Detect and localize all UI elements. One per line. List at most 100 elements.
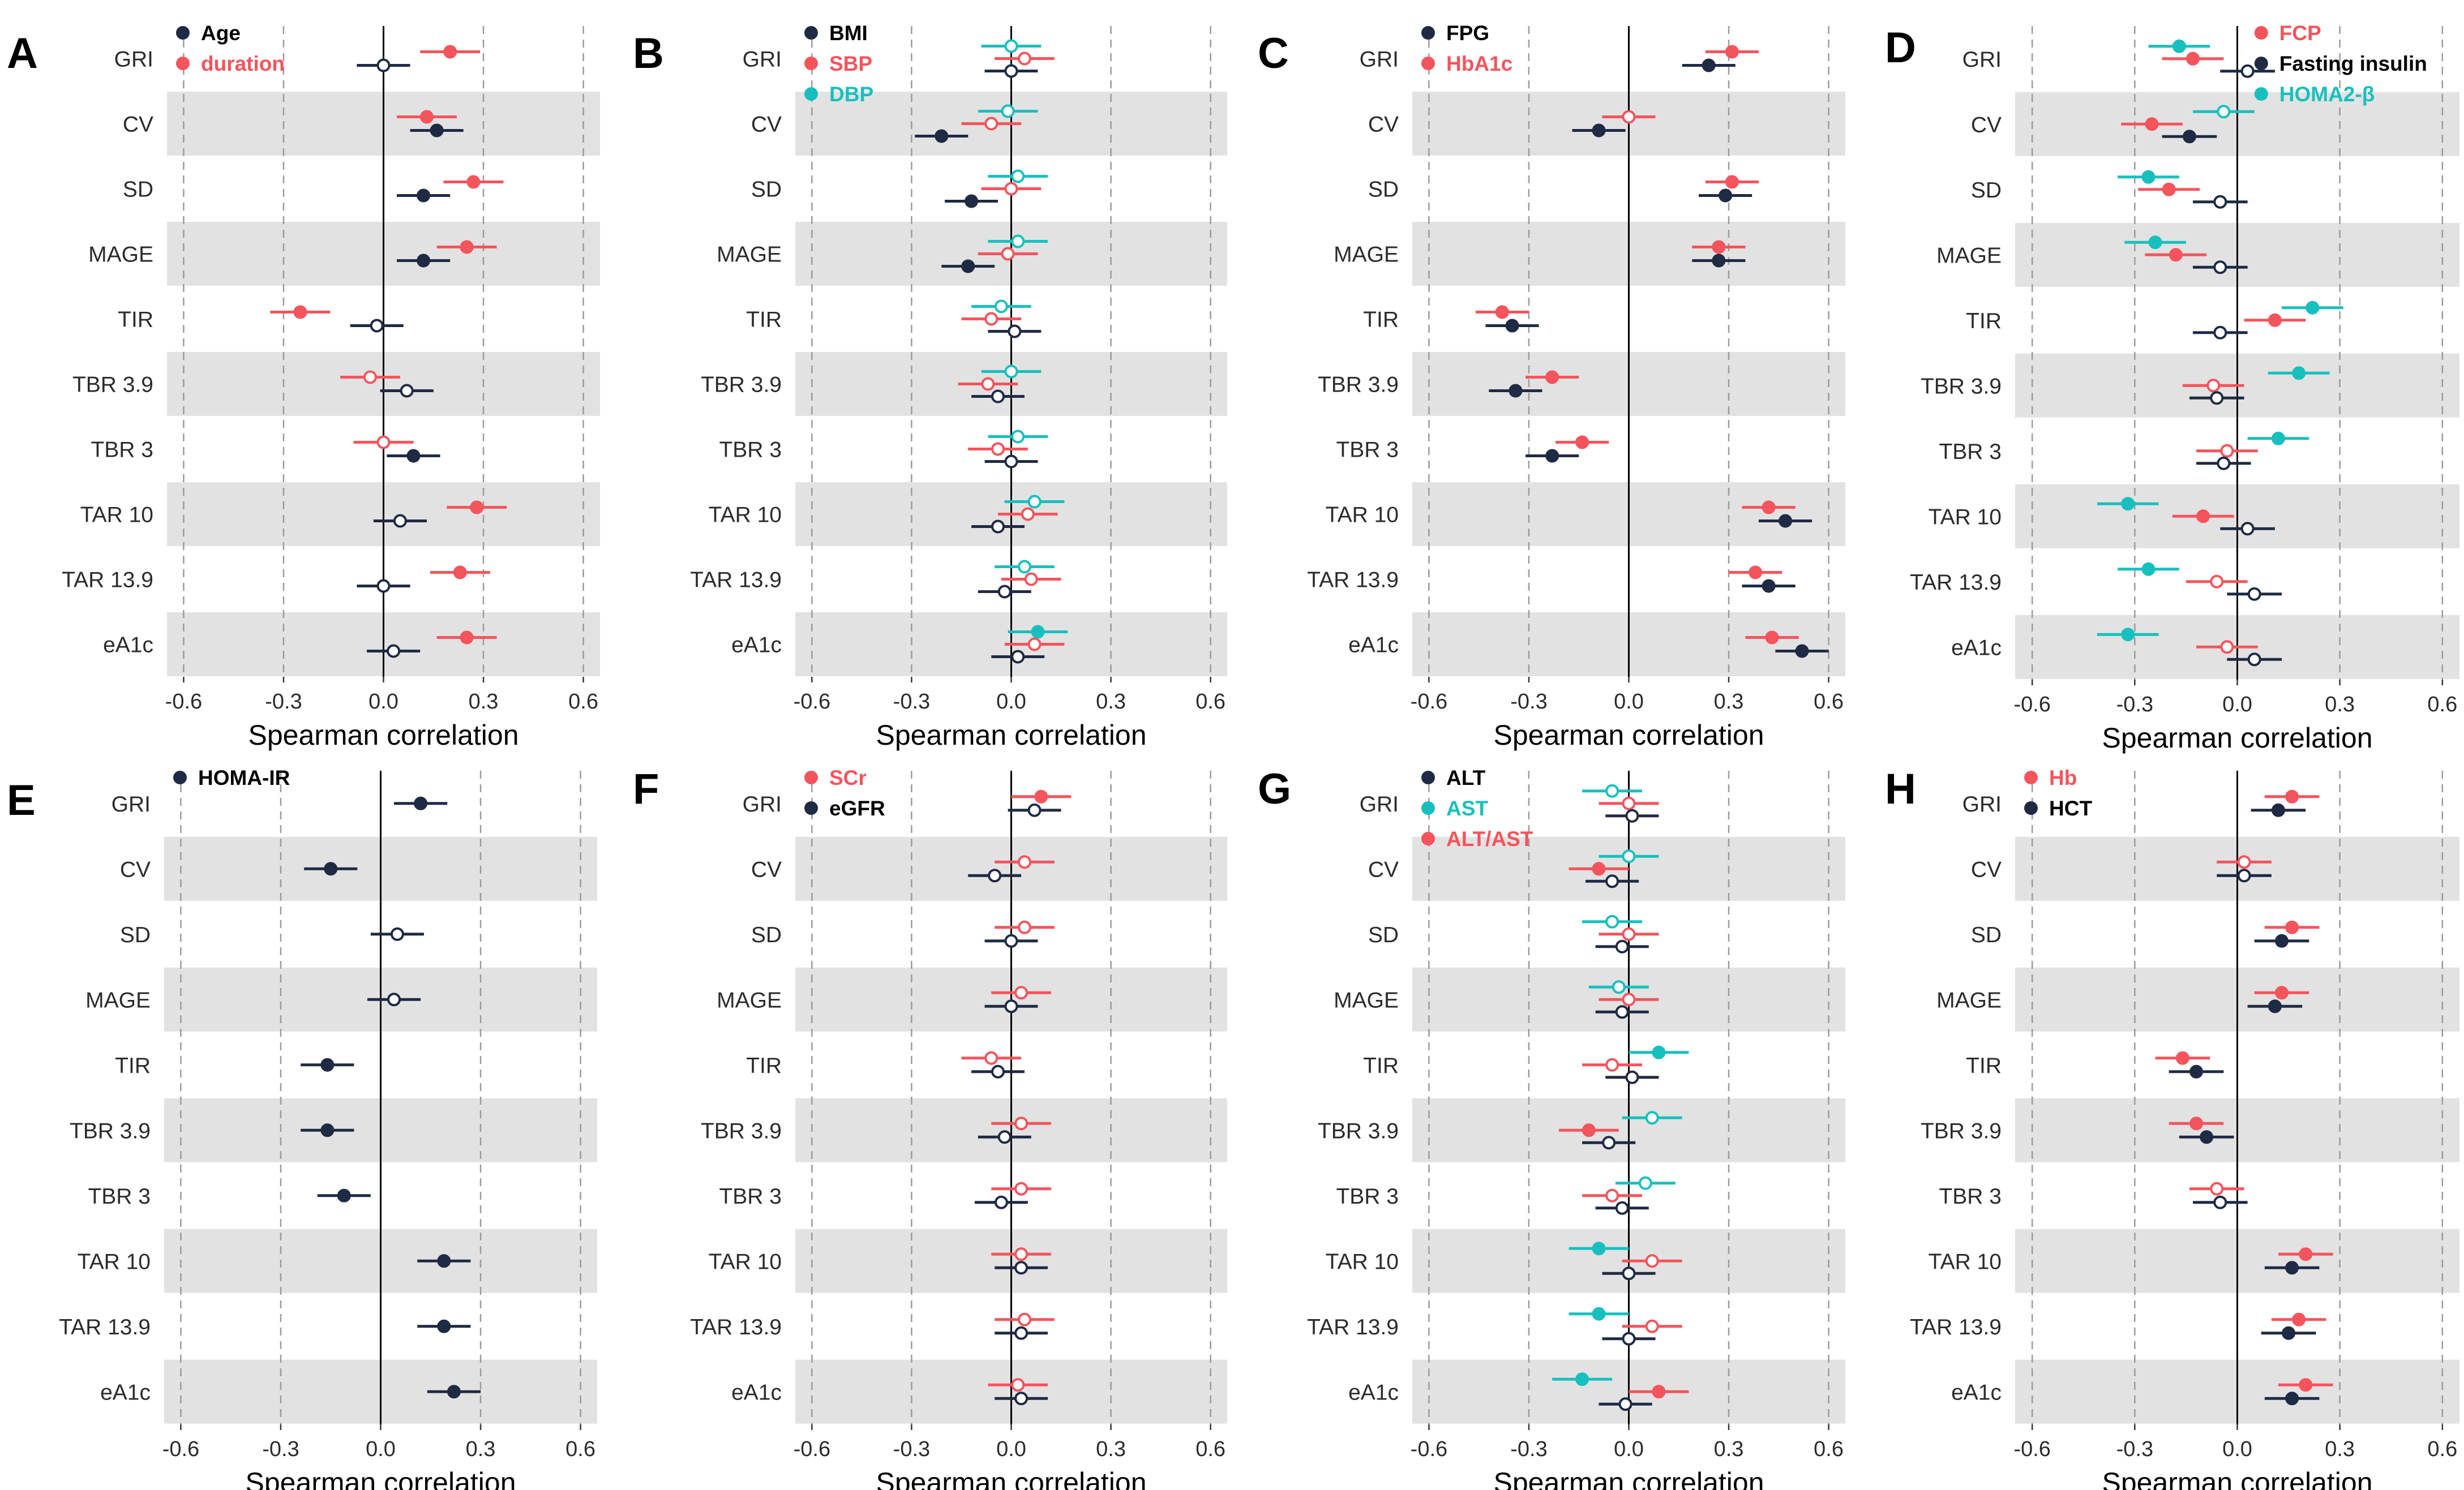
legend-label: DBP [829,83,873,106]
row-label: TAR 10 [709,1249,782,1274]
x-tick-label: -0.3 [2116,693,2153,716]
row-label: CV [1971,857,2002,882]
point-estimate [2162,182,2176,196]
point-estimate [2175,1051,2189,1065]
legend: FPG HbA1c [1421,22,1512,75]
legend: HOMA-IR [173,766,290,789]
x-tick-label: -0.3 [1510,690,1547,714]
row-label: GRI [743,48,782,72]
point-estimate [1615,1005,1629,1019]
legend-swatch [1421,832,1435,845]
row-label: TIR [746,1054,782,1078]
x-tick-label: -0.3 [2116,1437,2153,1461]
row-label: TBR 3.9 [72,373,153,397]
x-tick-label: -0.6 [2013,693,2050,716]
row-label: TIR [746,308,782,332]
row-label: TIR [1966,309,2002,333]
legend-swatch [804,801,818,815]
point-estimate [1592,1307,1606,1321]
point-estimate [1017,1312,1031,1326]
point-estimate [2285,1392,2299,1406]
panel-letter: A [7,29,38,78]
point-estimate [376,435,391,449]
legend-label: Age [201,22,241,45]
legend-label: eGFR [829,797,885,820]
point-estimate [2213,260,2227,274]
point-estimate [420,110,434,124]
point-estimate [1509,384,1523,398]
point-estimate [1011,430,1025,444]
row-label: TBR 3 [719,438,782,462]
point-estimate [981,377,995,391]
x-tick-label: 0.3 [2325,1437,2355,1461]
point-estimate [1004,64,1018,78]
point-estimate [1027,495,1042,509]
x-tick-label: 0.6 [565,1437,595,1461]
point-estimate [1622,1332,1636,1346]
x-tick-label: -0.6 [165,690,202,714]
x-axis-title: Spearman correlation [2102,1467,2372,1490]
panel-d: -0.6 -0.3 0.0 0.3 0.6 Spearman correlation GRI… [1885,22,2459,754]
point-estimate [1622,993,1636,1007]
x-tick-label: -0.3 [893,690,930,714]
x-axis-title: Spearman correlation [2102,722,2372,754]
row-label: eA1c [103,633,153,658]
point-estimate [1011,169,1025,183]
point-estimate [2271,803,2285,817]
x-tick-label: 0.6 [1195,690,1225,714]
x-tick-label: 0.0 [2222,693,2252,716]
point-estimate [1011,234,1025,248]
point-estimate [400,384,414,398]
point-estimate [1505,319,1519,333]
series-ast [1552,784,1689,1386]
point-estimate [1762,500,1776,514]
legend-swatch [2024,771,2038,784]
point-estimate [1004,999,1018,1014]
point-estimate [363,370,377,384]
point-estimate [1615,1201,1629,1215]
row-label: TAR 10 [80,503,153,527]
row-label: eA1c [1348,633,1399,658]
series-fcp [2121,51,2306,654]
x-tick-label: -0.3 [262,1437,299,1461]
point-estimate [1605,914,1619,929]
point-estimate [1725,175,1739,189]
point-estimate [2240,522,2255,536]
series-sbp [958,51,1065,651]
row-label: GRI [1360,792,1399,817]
point-estimate [453,565,467,579]
point-estimate [1014,1182,1029,1196]
point-estimate [2247,652,2261,667]
point-estimate [2189,1064,2204,1079]
panel-g: -0.6 -0.3 0.0 0.3 0.6 Spearman correlation GRI… [1258,765,1845,1490]
point-estimate [387,644,401,658]
x-tick-label: -0.3 [1510,1437,1547,1461]
row-label: SD [1971,178,2002,203]
point-estimate [2121,497,2135,511]
point-estimate [1712,254,1726,268]
point-estimate [984,1051,999,1065]
legend-swatch [176,57,190,70]
row-label: TBR 3.9 [701,373,782,397]
x-tick-label: 0.0 [1614,1437,1644,1461]
row-label: GRI [114,48,153,72]
point-estimate [965,194,979,208]
point-estimate [1004,934,1018,948]
panel-a: -0.6 -0.3 0.0 0.3 0.6 Spearman correlation GRI… [7,22,600,751]
row-label: TBR 3 [91,438,153,462]
legend-swatch [2254,87,2268,101]
point-estimate [1765,630,1779,645]
row-label: GRI [1360,48,1399,72]
row-label: eA1c [731,1380,782,1405]
legend-swatch [804,26,818,40]
point-estimate [2275,934,2289,948]
row-label: TAR 13.9 [62,568,153,592]
panel-letter: C [1258,29,1289,78]
point-estimate [2206,379,2221,393]
point-estimate [2182,130,2196,144]
x-axis-title: Spearman correlation [248,719,518,751]
row-label: TBR 3.9 [1318,373,1399,397]
x-axis-title: Spearman correlation [245,1467,516,1490]
point-estimate [1622,110,1636,124]
point-estimate [1622,927,1636,941]
